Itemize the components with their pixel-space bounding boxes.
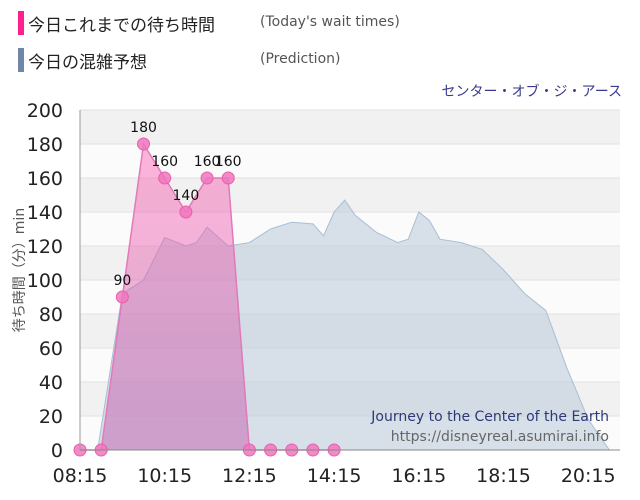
axes — [79, 110, 620, 451]
x-tick-label: 10:15 — [137, 465, 192, 487]
y-tick-label: 40 — [39, 372, 63, 394]
plot-band — [80, 144, 620, 178]
today-point — [115, 290, 129, 304]
legend-today-sub: (Today's wait times) — [260, 14, 400, 30]
today-point — [137, 137, 151, 151]
plot-band — [80, 110, 620, 144]
today-series-area — [80, 144, 335, 450]
y-axis-label: 待ち時間（分）min — [12, 208, 28, 332]
x-tick-label: 14:15 — [307, 465, 362, 487]
today-point — [158, 171, 172, 185]
x-tick-label: 08:15 — [53, 465, 108, 487]
watermark-url: https://disneyreal.asumirai.info — [391, 429, 609, 445]
y-tick-label: 0 — [51, 440, 63, 462]
y-tick-label: 160 — [27, 168, 63, 190]
data-label: 160 — [215, 154, 242, 170]
data-label: 160 — [194, 154, 221, 170]
attraction-name: センター・オブ・ジ・アース — [441, 84, 622, 100]
today-point — [221, 171, 235, 185]
y-tick-label: 80 — [39, 304, 63, 326]
y-tick-label: 180 — [27, 134, 63, 156]
x-tick-label: 12:15 — [222, 465, 277, 487]
legend-prediction-label: 今日の混雑予想 — [28, 52, 147, 73]
y-tick-label: 120 — [27, 236, 63, 258]
data-label: 140 — [173, 188, 200, 204]
legend-prediction: 今日の混雑予想 — [18, 47, 147, 73]
y-tick-label: 200 — [27, 100, 63, 122]
data-label: 180 — [130, 120, 157, 136]
tick-labels: 0 20 40 60 80 100 120 140 160 180 200 08:15 10:15 12:… — [27, 100, 616, 487]
x-tick-label: 20:15 — [561, 465, 616, 487]
y-tick-label: 60 — [39, 338, 63, 360]
data-label: 160 — [151, 154, 178, 170]
legend-today-swatch — [18, 11, 24, 35]
y-tick-label: 140 — [27, 202, 63, 224]
legend-prediction-sub: (Prediction) — [260, 51, 341, 67]
today-point — [179, 205, 193, 219]
legend-prediction-swatch — [18, 48, 24, 72]
data-label: 90 — [113, 273, 131, 289]
legend-today-label: 今日これまでの待ち時間 — [28, 15, 215, 36]
y-tick-label: 20 — [39, 406, 63, 428]
y-tick-label: 100 — [27, 270, 63, 292]
x-tick-label: 16:15 — [391, 465, 446, 487]
watermark-title: Journey to the Center of the Earth — [370, 409, 609, 425]
today-point — [200, 171, 214, 185]
legend-today: 今日これまでの待ち時間 — [18, 10, 215, 36]
x-tick-label: 18:15 — [476, 465, 531, 487]
